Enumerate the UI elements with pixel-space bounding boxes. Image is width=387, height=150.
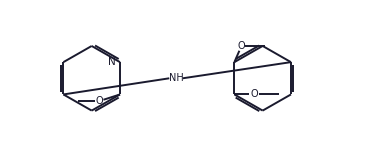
Text: O: O bbox=[238, 41, 245, 51]
Text: NH: NH bbox=[169, 73, 183, 83]
Text: N: N bbox=[108, 57, 115, 67]
Text: O: O bbox=[250, 89, 258, 99]
Text: O: O bbox=[95, 96, 103, 106]
